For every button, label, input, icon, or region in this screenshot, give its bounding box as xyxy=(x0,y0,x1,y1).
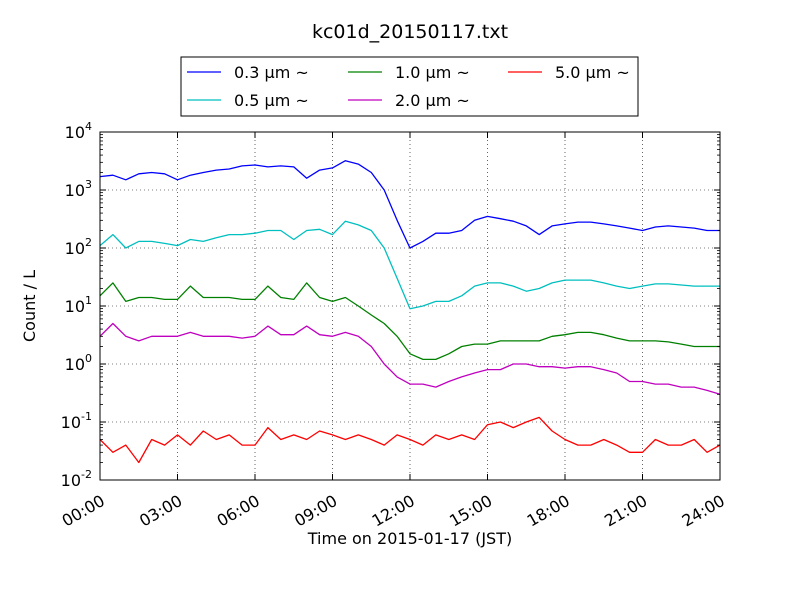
y-tick-label-base: 10 xyxy=(65,181,85,200)
legend: 0.3 μm ~ 0.5 μm ~ 1.0 μm ~ 2.0 μm ~ 5.0 μm ~ xyxy=(180,56,639,117)
y-tick-label-base: 10 xyxy=(65,239,85,258)
y-tick-label-exponent: -2 xyxy=(81,468,92,481)
gridlines xyxy=(100,132,720,480)
x-axis-title: Time on 2015-01-17 (JST) xyxy=(307,529,512,548)
y-tick-label: 102 xyxy=(65,236,92,258)
y-tick-label: 10-2 xyxy=(61,468,92,490)
y-tick-label-base: 10 xyxy=(61,413,81,432)
legend-label-3: 2.0 μm ~ xyxy=(395,91,470,110)
y-tick-label-base: 10 xyxy=(65,123,85,142)
y-tick-label: 10-1 xyxy=(61,410,92,432)
legend-box xyxy=(180,56,639,117)
y-tick-label-base: 10 xyxy=(65,297,85,316)
y-tick-label: 103 xyxy=(65,178,92,200)
series-line-3 xyxy=(99,322,721,395)
series-line-0 xyxy=(99,160,720,249)
y-tick-label: 101 xyxy=(65,294,92,316)
axis-ticks xyxy=(99,131,721,481)
y-tick-label-exponent: 0 xyxy=(85,352,92,365)
series-line-1 xyxy=(99,220,720,310)
series-lines xyxy=(99,160,721,464)
legend-label-1: 0.5 μm ~ xyxy=(234,91,309,110)
y-tick-label-exponent: 3 xyxy=(85,178,92,191)
y-tick-label: 100 xyxy=(65,352,92,374)
y-axis-title: Count / L xyxy=(20,270,39,342)
legend-label-0: 0.3 μm ~ xyxy=(234,63,309,82)
y-tick-label-base: 10 xyxy=(65,355,85,374)
series-line-2 xyxy=(99,282,720,361)
series-line-4 xyxy=(99,416,721,464)
y-tick-label-base: 10 xyxy=(61,471,81,490)
legend-label-4: 5.0 μm ~ xyxy=(555,63,630,82)
y-tick-label-exponent: 4 xyxy=(85,120,92,133)
y-tick-label-exponent: 2 xyxy=(85,236,92,249)
y-tick-label-exponent: -1 xyxy=(81,410,92,423)
y-tick-label: 104 xyxy=(65,120,92,142)
y-tick-label-exponent: 1 xyxy=(85,294,92,307)
legend-label-2: 1.0 μm ~ xyxy=(395,63,470,82)
chart-title: kc01d_20150117.txt xyxy=(312,21,508,43)
